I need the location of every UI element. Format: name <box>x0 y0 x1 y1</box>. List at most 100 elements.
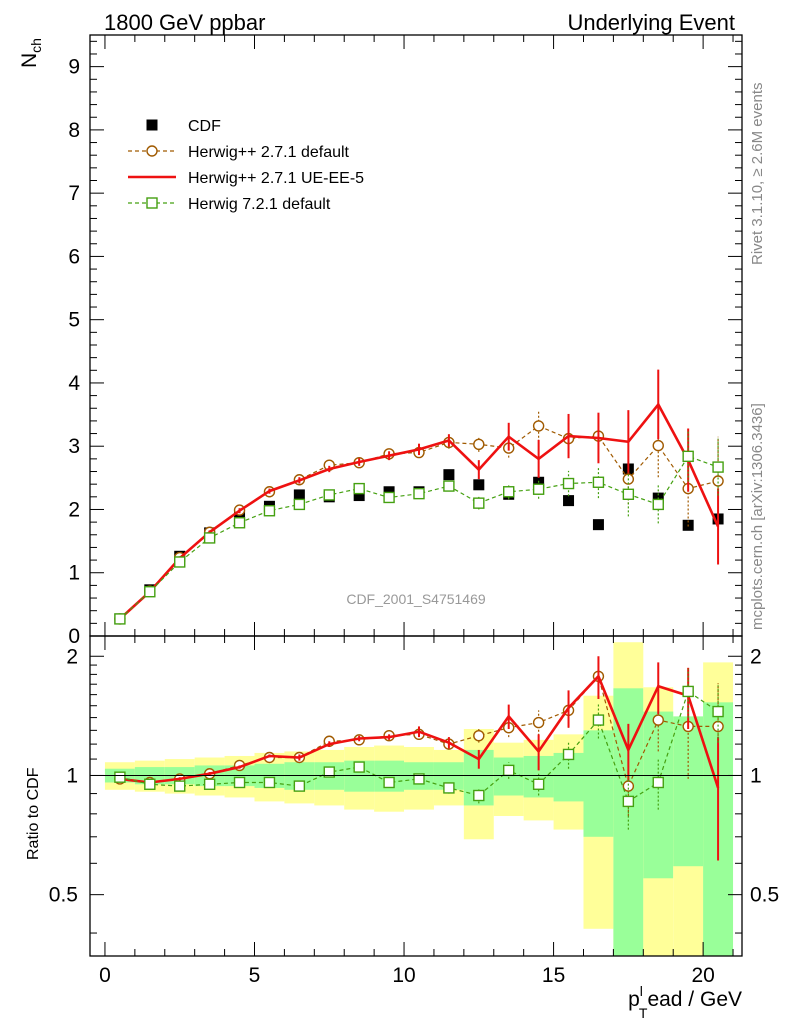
main-circle-marker <box>473 438 485 451</box>
ratio-square-marker <box>323 766 335 778</box>
main-series-herwig-2-7-1-ue-ee-5 <box>118 369 720 621</box>
main-square-marker <box>293 498 306 511</box>
ratio-uncertainty-bands <box>104 642 734 956</box>
legend: CDF Herwig++ 2.7.1 default Herwig++ 2.7.1 … <box>128 118 364 213</box>
ratio-square-marker <box>532 778 545 790</box>
ratio-band-inner <box>583 730 614 837</box>
main-y-tick-label: 1 <box>68 562 80 585</box>
x-tick-label: 0 <box>99 964 111 987</box>
ratio-square-marker <box>413 773 425 785</box>
main-circle-marker <box>712 475 724 487</box>
main-square-marker <box>532 483 545 495</box>
x-tick-label: 15 <box>542 964 565 987</box>
x-tick-label: 5 <box>249 964 261 987</box>
ratio-square-marker <box>203 778 216 790</box>
legend-marker-cdf <box>146 119 158 131</box>
ratio-circle-marker <box>622 780 635 792</box>
main-square-marker <box>503 486 515 498</box>
ratio-band-inner <box>643 711 674 879</box>
ratio-series-herwig-7-2-1-default <box>114 668 724 830</box>
x-tick-label: 10 <box>392 964 415 987</box>
ratio-y-tick-label-right: 2 <box>750 645 762 668</box>
main-series-herwig-7-2-1-default <box>114 431 724 625</box>
mcplots-reference-label: mcplots.cern.ch [arXiv:1306.3436] <box>749 403 766 630</box>
ratio-square-marker <box>353 761 365 773</box>
main-square-marker <box>652 498 664 511</box>
ratio-square-marker <box>503 764 515 777</box>
main-square-marker <box>413 487 425 500</box>
ratio-y-tick-label: 0.5 <box>49 884 78 907</box>
main-square-marker <box>144 586 156 598</box>
ratio-square-marker <box>144 778 156 790</box>
main-square-marker <box>174 556 186 568</box>
main-y-tick-label: 8 <box>68 119 80 142</box>
ratio-series-line <box>119 690 719 803</box>
legend-label: Herwig++ 2.7.1 default <box>188 144 350 161</box>
main-cdf-point <box>293 489 305 501</box>
ratio-square-marker <box>293 780 306 792</box>
axes: 0 1 2 3 4 5 6 7 8 9 0 5 10 15 20 0.5 0.5 1 1 2 2 <box>49 34 779 987</box>
main-square-marker <box>473 497 485 509</box>
ratio-square-marker <box>562 748 575 761</box>
main-square-marker <box>203 532 216 544</box>
main-square-marker <box>712 461 724 473</box>
main-y-tick-label: 5 <box>68 309 80 332</box>
ratio-square-marker <box>233 776 246 789</box>
main-y-axis-label: Nch <box>18 38 44 68</box>
analysis-watermark: CDF_2001_S4751469 <box>346 591 486 607</box>
main-square-marker <box>323 489 335 501</box>
main-square-marker <box>562 477 575 490</box>
legend-label: Herwig 7.2.1 default <box>188 196 331 213</box>
main-y-tick-label: 4 <box>68 372 80 395</box>
ratio-band-inner <box>493 757 524 796</box>
ratio-square-marker <box>263 776 276 789</box>
ratio-square-marker <box>174 780 186 792</box>
main-y-tick-label: 0 <box>68 625 80 648</box>
main-panel-data <box>114 369 724 625</box>
ratio-y-axis-label: Ratio to CDF <box>25 767 42 860</box>
legend-label: CDF <box>188 118 221 135</box>
main-square-marker <box>263 505 276 517</box>
ratio-y-tick-label-right: 0.5 <box>750 884 779 907</box>
ratio-circle-marker <box>652 714 664 726</box>
main-square-marker <box>383 491 395 504</box>
legend-square-marker <box>146 197 158 209</box>
main-series-line <box>119 455 719 620</box>
main-square-marker <box>233 517 246 529</box>
ratio-square-marker <box>592 714 605 726</box>
main-cdf-point <box>443 469 455 481</box>
main-y-tick-label: 9 <box>68 56 80 79</box>
main-cdf-point <box>353 490 365 502</box>
x-tick-label: 20 <box>691 964 714 987</box>
ratio-square-marker <box>114 771 126 783</box>
main-square-marker <box>682 450 694 463</box>
ratio-circle-marker <box>473 730 485 742</box>
main-y-tick-label: 6 <box>68 245 80 268</box>
main-square-marker <box>114 613 126 625</box>
main-cdf-point <box>592 519 604 531</box>
rivet-version-label: Rivet 3.1.10, ≥ 2.6M events <box>749 83 766 266</box>
ratio-y-tick-label-right: 1 <box>750 764 762 787</box>
ratio-square-marker <box>682 685 694 698</box>
ratio-square-marker <box>443 782 455 794</box>
ratio-square-marker <box>383 776 395 789</box>
header-right-title: Underlying Event <box>567 10 735 35</box>
ratio-square-marker <box>712 705 724 718</box>
legend-label: Herwig++ 2.7.1 UE-EE-5 <box>188 170 364 187</box>
ratio-panel-data <box>114 656 724 861</box>
ratio-panel-frame <box>89 635 743 957</box>
main-circle-marker <box>532 420 545 432</box>
main-circle-marker <box>652 439 664 452</box>
main-square-marker <box>622 488 635 500</box>
ratio-series-line <box>119 673 720 789</box>
ratio-square-marker <box>622 795 635 808</box>
ratio-band-inner <box>553 752 584 802</box>
x-axis-label: pl Tead / GeV <box>628 983 742 1021</box>
main-y-tick-label: 2 <box>68 498 80 521</box>
header-left-title: 1800 GeV ppbar <box>104 10 265 35</box>
main-square-marker <box>443 480 455 492</box>
legend-circle-marker <box>146 145 158 157</box>
main-series-line <box>119 402 720 620</box>
ratio-square-marker <box>652 776 664 789</box>
